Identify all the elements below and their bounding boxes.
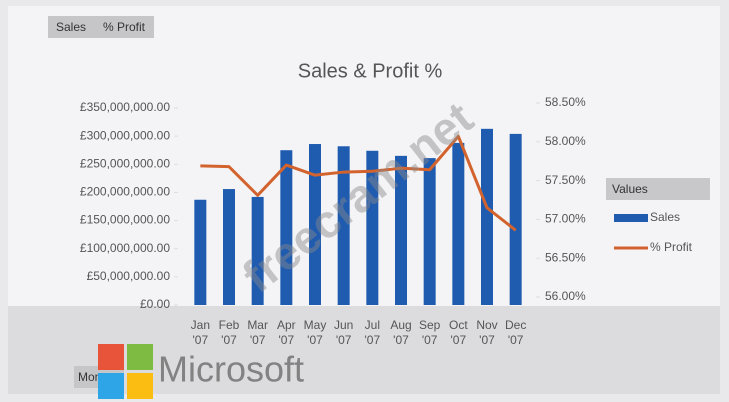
x-tick-label: Nov '07 [476, 318, 498, 347]
y-tick-label: £150,000,000.00 [80, 213, 170, 227]
logo-square [98, 373, 124, 399]
y-tick-label: £100,000,000.00 [80, 241, 170, 255]
legend-title-box [606, 178, 710, 200]
x-tick-label: Jun '07 [333, 318, 354, 347]
bar [194, 199, 207, 305]
y2-tick-label: 56.50% [545, 250, 586, 264]
x-tick-label: Mar '07 [247, 318, 268, 347]
y-tick-label: £250,000,000.00 [80, 156, 170, 170]
logo-square [127, 373, 153, 399]
ms-logo [98, 344, 153, 399]
field-button[interactable] [48, 16, 94, 38]
x-tick-label: Sep '07 [418, 318, 441, 347]
logo-square [98, 344, 124, 370]
bar [395, 155, 407, 305]
bar [337, 146, 350, 305]
chart-title: Sales & Profit % [298, 60, 443, 82]
field-button-label[interactable]: % Profit [103, 20, 146, 34]
x-tick-label: Oct '07 [448, 318, 468, 347]
y2-tick-label: 58.50% [545, 95, 586, 109]
x-tick-label: Apr '07 [276, 318, 296, 347]
bar [309, 144, 321, 305]
field-button-label[interactable]: Sales [56, 20, 86, 34]
y-tick-label: £0.00 [140, 297, 170, 311]
bar [223, 189, 235, 305]
x-tick-label: Jul '07 [364, 318, 381, 347]
bar [366, 150, 379, 305]
bar [251, 196, 264, 305]
x-tick-label: Aug '07 [390, 318, 412, 347]
field-button[interactable] [94, 16, 154, 38]
bar [280, 150, 293, 305]
y-tick-label: £200,000,000.00 [80, 185, 170, 199]
axis-button-label[interactable]: Mon [78, 370, 101, 384]
y-tick-label: £350,000,000.00 [80, 100, 170, 114]
legend-label: Sales [650, 210, 680, 224]
line [200, 134, 517, 232]
x-tick-label: May '07 [303, 318, 327, 347]
x-tick-label: Feb '07 [218, 318, 240, 347]
y2-tick-label: 56.00% [545, 289, 586, 303]
bar [452, 142, 465, 305]
sheet-area [8, 306, 720, 394]
legend-label: % Profit [650, 240, 693, 254]
y-tick-label: £300,000,000.00 [80, 128, 170, 142]
x-tick-label: Jan '07 [190, 318, 210, 347]
legend-swatch [614, 214, 648, 222]
legend-title: Values [612, 182, 648, 196]
x-tick-label: Dec '07 [504, 318, 527, 347]
chart-area [8, 6, 720, 306]
watermark: Microsoft [158, 349, 304, 390]
bar [423, 158, 436, 305]
bar [481, 128, 493, 305]
bar [509, 133, 522, 305]
logo-square [127, 344, 153, 370]
y2-tick-label: 57.50% [545, 173, 586, 187]
y2-tick-label: 57.00% [545, 212, 586, 226]
y2-tick-label: 58.00% [545, 134, 586, 148]
y-tick-label: £50,000,000.00 [87, 269, 171, 283]
